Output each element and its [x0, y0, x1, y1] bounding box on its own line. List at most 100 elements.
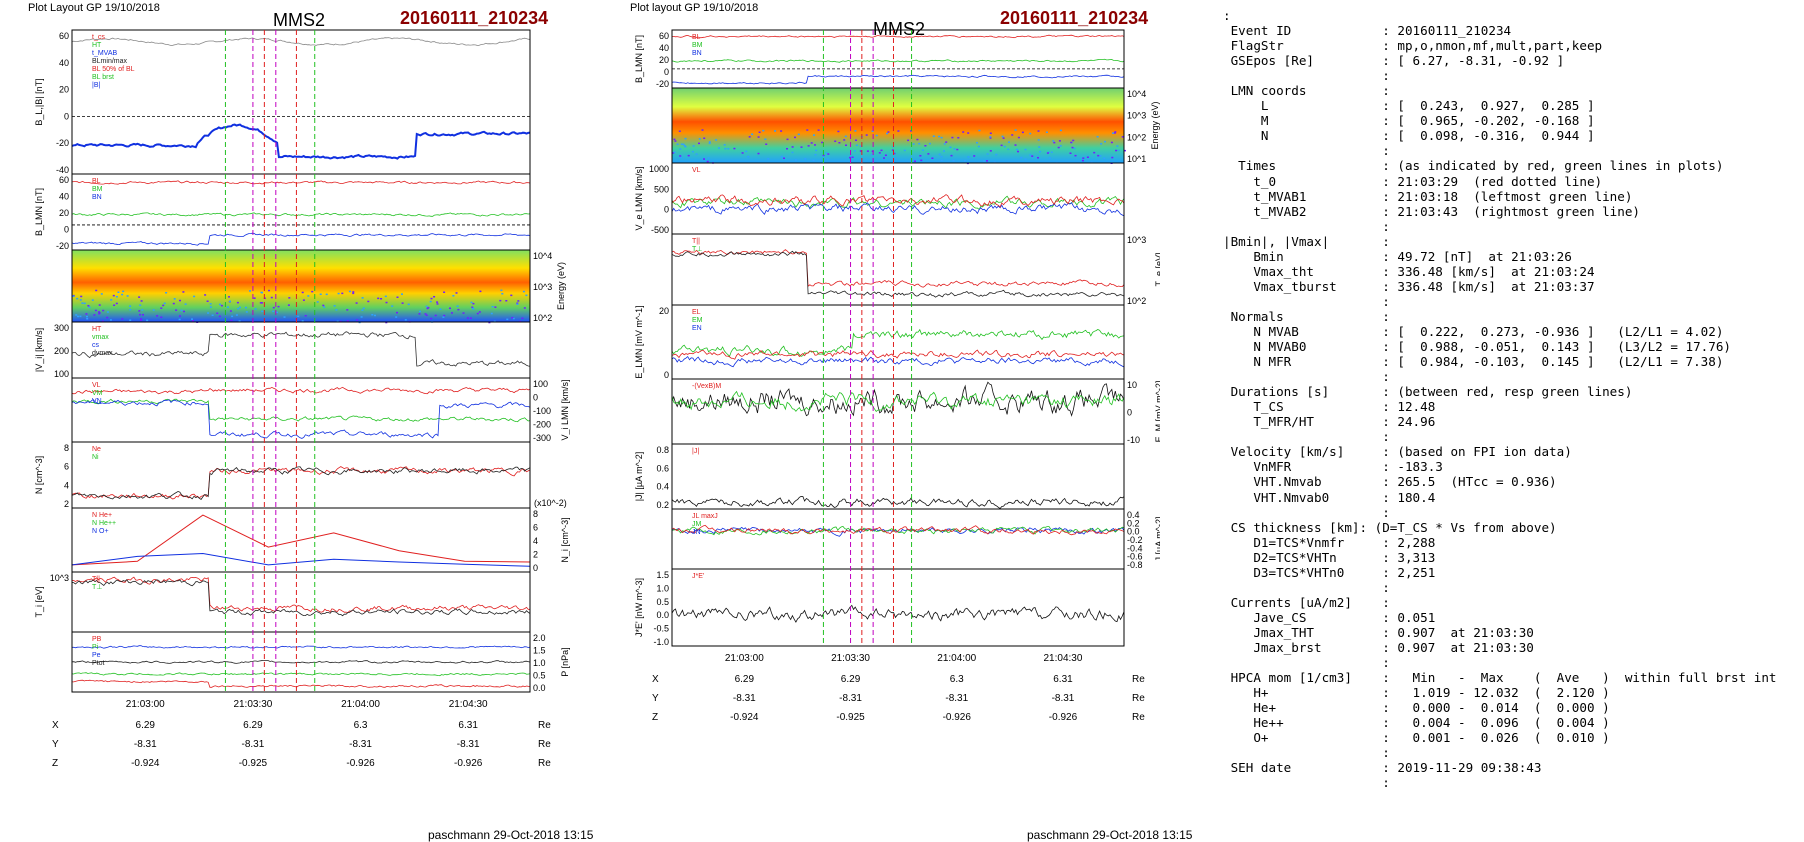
spectrogram-pixel — [237, 307, 240, 310]
spectrogram-pixel — [106, 311, 109, 313]
spectrogram-pixel — [391, 305, 394, 307]
spectrogram-pixel — [672, 152, 675, 154]
spectrogram-pixel — [679, 155, 682, 157]
spectrogram-pixel — [175, 309, 178, 311]
spectrogram-pixel — [1039, 150, 1042, 153]
y-tick-label: 60 — [59, 31, 69, 41]
panel-frame — [71, 631, 531, 693]
spectrogram-pixel — [1110, 141, 1113, 144]
spectrogram-pixel — [1052, 140, 1055, 142]
y-tick-label: -200 — [533, 420, 551, 430]
spectrogram-pixel — [838, 142, 841, 144]
info-line: Velocity [km/s] : (based on FPI ion data… — [1223, 444, 1572, 460]
spectrogram-pixel — [352, 291, 355, 293]
series-line — [671, 250, 1125, 298]
legend-entry: T|| — [92, 576, 100, 583]
y-tick-label: 1.0 — [656, 583, 669, 593]
spectrogram-pixel — [804, 158, 807, 160]
spectrogram-pixel — [684, 146, 687, 148]
spectrogram-pixel — [976, 142, 978, 144]
y-tick-label: 2 — [533, 550, 538, 560]
spectrogram-pixel — [1059, 129, 1062, 132]
y-tick-label: 60 — [59, 175, 69, 185]
spectrogram-pixel — [146, 319, 149, 322]
spectrogram-pixel — [870, 154, 873, 156]
info-line: D2=TCS*VHTn : 3,313 — [1223, 549, 1436, 565]
y-tick-label: 10^3 — [1127, 235, 1146, 245]
spectrogram-pixel — [691, 150, 694, 153]
spectrogram-pixel — [361, 297, 364, 299]
spectrogram-pixel — [1024, 158, 1027, 160]
spectrogram-pixel — [715, 139, 718, 141]
spectrogram-pixel — [1020, 156, 1023, 159]
position-row-label: Z — [652, 712, 658, 723]
info-line: GSEpos [Re] : [ 6.27, -8.31, -0.92 ] — [1223, 53, 1565, 69]
legend-entry: BM — [92, 186, 103, 193]
spectrogram-pixel — [821, 141, 824, 144]
spectrogram-pixel — [916, 138, 919, 141]
legend-entry: BL — [92, 178, 101, 185]
y-axis-label: B_L,|B| [nT] — [34, 78, 44, 125]
legend-entry: EN — [692, 325, 702, 332]
spectrogram-pixel — [129, 308, 132, 311]
spectrogram-pixel — [952, 159, 955, 162]
spectrogram-pixel — [183, 310, 185, 313]
spectrogram-pixel — [957, 137, 960, 139]
y-tick-label: 20 — [659, 55, 669, 65]
spectrogram-pixel — [407, 303, 410, 306]
spectrogram-pixel — [471, 306, 474, 308]
y-tick-label: 0 — [664, 205, 669, 215]
spectrogram-pixel — [98, 313, 101, 315]
spectrogram-pixel — [1014, 144, 1017, 146]
spectrogram-pixel — [810, 142, 813, 144]
spectrogram-pixel — [764, 138, 767, 140]
spectrogram-pixel — [401, 302, 404, 304]
y-tick-label: 0.2 — [656, 500, 669, 510]
spectrogram-pixel — [442, 316, 445, 318]
spectrogram-pixel — [193, 295, 196, 298]
spectrogram-pixel — [129, 319, 132, 321]
series-line — [71, 398, 531, 439]
spectrogram-pixel — [115, 302, 118, 305]
position-unit: Re — [538, 720, 551, 731]
position-unit: Re — [1132, 693, 1145, 704]
spectrogram-pixel — [443, 314, 446, 317]
info-line: Event ID : 20160111_210234 — [1223, 23, 1512, 39]
spectrogram-pixel — [87, 305, 90, 307]
spectrogram-pixel — [117, 291, 120, 293]
spectrogram-pixel — [854, 130, 857, 132]
legend-entry: N He+ — [92, 512, 112, 519]
info-line: Vmax_tburst : 336.48 [km/s] at 21:03:37 — [1223, 278, 1595, 294]
spectrogram-pixel — [814, 153, 817, 156]
spectrogram-pixel — [871, 130, 874, 132]
spectrogram-pixel — [209, 306, 212, 308]
spectrogram-pixel — [79, 315, 82, 318]
legend-entry: cs — [92, 342, 100, 349]
series-line — [71, 466, 531, 500]
position-value: -8.31 — [945, 693, 968, 704]
position-value: 6.3 — [354, 720, 368, 731]
spectrogram-pixel — [139, 304, 142, 306]
spectrogram-pixel — [967, 132, 970, 134]
spectrogram-pixel — [1086, 156, 1089, 158]
spectrogram-pixel — [396, 311, 398, 314]
spectrogram-pixel — [751, 133, 754, 135]
y-tick-label: 1.5 — [656, 570, 669, 580]
spectrogram-pixel — [940, 159, 943, 162]
spectrogram-pixel — [501, 293, 504, 295]
position-value: 6.29 — [136, 720, 156, 731]
spectrogram-pixel — [341, 292, 344, 295]
spectrogram-pixel — [1116, 145, 1119, 147]
panel-frame — [71, 377, 531, 443]
spectrogram-pixel — [336, 320, 339, 323]
y-tick-label: 10^4 — [533, 251, 552, 261]
spectrogram-pixel — [1072, 139, 1075, 142]
spectrogram-pixel — [745, 150, 748, 153]
info-line: : — [1223, 369, 1390, 385]
spectrogram-pixel — [912, 143, 915, 145]
spectrogram-pixel — [426, 307, 429, 310]
position-row-label: X — [52, 720, 59, 731]
spectrogram-pixel — [1008, 141, 1010, 143]
spectrogram-pixel — [680, 143, 683, 145]
